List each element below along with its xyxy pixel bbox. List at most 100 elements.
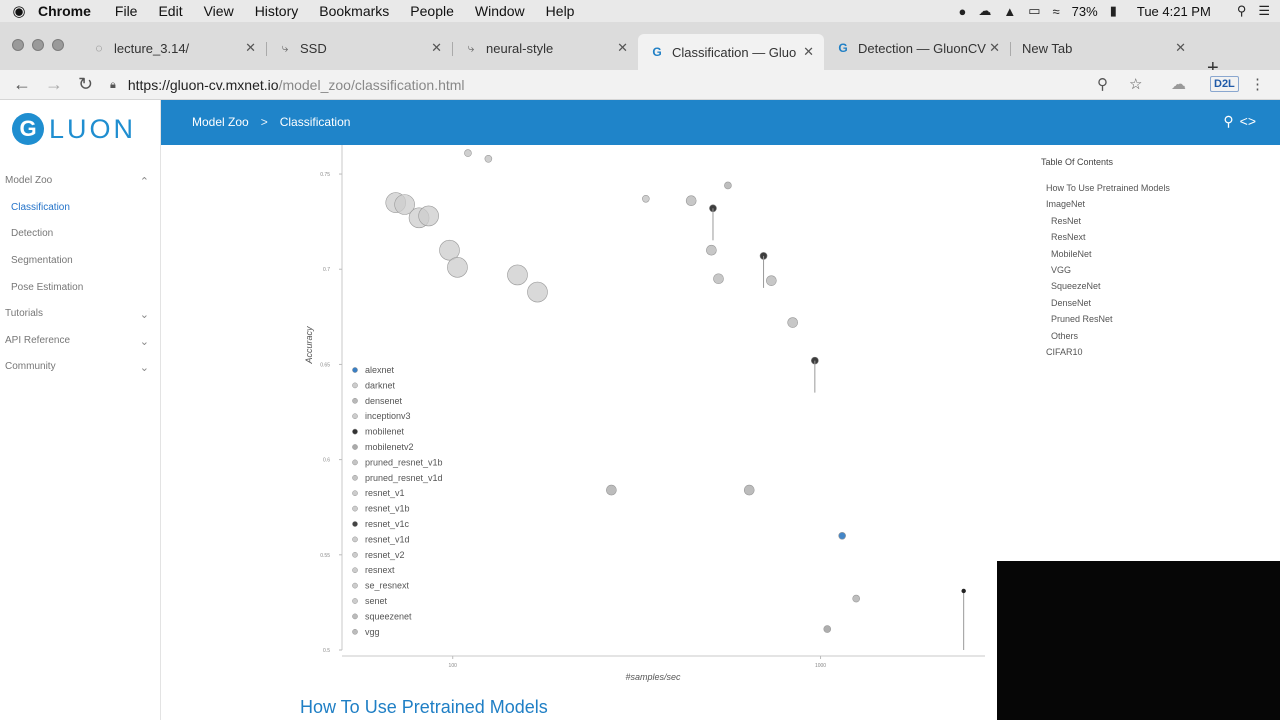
data-point-densenet xyxy=(743,484,755,496)
legend-marker xyxy=(352,567,358,574)
search-icon[interactable]: ⚲ xyxy=(1223,113,1234,129)
breadcrumb-model-zoo[interactable]: Model Zoo xyxy=(192,115,249,129)
new-tab-button[interactable]: + xyxy=(1207,57,1219,79)
legend-marker xyxy=(352,628,358,635)
menu-file[interactable]: File xyxy=(114,3,138,19)
sidebar-item-label: Tutorials xyxy=(5,308,43,319)
eject-icon[interactable]: ▲ xyxy=(1003,3,1017,19)
notification-center-icon[interactable]: ☰ xyxy=(1258,3,1270,18)
chrome-menu-icon[interactable]: ⋮ xyxy=(1250,76,1265,93)
menu-history[interactable]: History xyxy=(254,3,299,19)
tab-new-tab[interactable]: New Tab ✕ xyxy=(1010,34,1196,62)
tab-detection[interactable]: G Detection — GluonCV ✕ xyxy=(824,34,1010,62)
zoom-icon[interactable]: ⚲ xyxy=(1097,76,1108,93)
tab-lecture[interactable]: ◌ lecture_3.14/ ✕ xyxy=(80,34,266,62)
chevron-down-icon[interactable]: ⌄ xyxy=(139,336,149,348)
toc-link[interactable]: SqueezeNet xyxy=(1051,281,1101,292)
legend-label: se_resnext xyxy=(365,581,410,591)
data-point-pruned_resnet_v1b xyxy=(787,317,798,328)
menu-view[interactable]: View xyxy=(203,3,234,19)
toc-link[interactable]: Others xyxy=(1051,330,1079,341)
toc-link[interactable]: ImageNet xyxy=(1046,199,1086,210)
legend-marker xyxy=(352,521,358,527)
tab-ssd[interactable]: ⤷ SSD ✕ xyxy=(266,34,452,62)
battery-percent[interactable]: 73% xyxy=(1071,3,1098,19)
menu-window[interactable]: Window xyxy=(474,3,525,19)
close-tab-icon[interactable]: ✕ xyxy=(617,40,628,55)
apple-icon[interactable]: ◉ xyxy=(12,3,26,20)
airplay-icon[interactable]: ▭ xyxy=(1028,3,1041,18)
toc-link[interactable]: DenseNet xyxy=(1051,297,1092,308)
chevron-up-icon[interactable]: ⌃ xyxy=(139,176,149,188)
data-point-squeezenet xyxy=(852,594,860,603)
close-tab-icon[interactable]: ✕ xyxy=(245,40,256,55)
sidebar-item-pose-estimation[interactable]: Pose Estimation xyxy=(11,282,161,293)
sidebar-item-label: Classification xyxy=(11,202,70,213)
code-icon[interactable]: <> xyxy=(1239,113,1256,129)
toc-link[interactable]: MobileNet xyxy=(1051,248,1092,259)
wifi-icon[interactable]: ≈ xyxy=(1052,3,1060,19)
toc-link[interactable]: ResNext xyxy=(1051,232,1086,243)
sidebar-item-segmentation[interactable]: Segmentation xyxy=(11,255,161,266)
toc-link[interactable]: ResNet xyxy=(1051,215,1082,226)
data-point-alexnet xyxy=(838,531,846,540)
battery-icon[interactable]: ▮ xyxy=(1109,3,1117,18)
close-window-icon[interactable] xyxy=(12,39,24,51)
legend-label: resnet_v1c xyxy=(365,519,410,529)
sidebar-item-tutorials[interactable]: Tutorials ⌄ xyxy=(5,308,155,321)
menu-edit[interactable]: Edit xyxy=(158,3,183,19)
spotlight-icon[interactable]: ⚲ xyxy=(1236,3,1247,18)
close-tab-icon[interactable]: ✕ xyxy=(989,40,1000,55)
toc-link[interactable]: CIFAR10 xyxy=(1046,347,1083,357)
status-icon[interactable]: ● xyxy=(958,3,967,19)
toc-link[interactable]: VGG xyxy=(1051,265,1072,275)
tab-neural-style[interactable]: ⤷ neural-style ✕ xyxy=(452,34,638,62)
minimize-window-icon[interactable] xyxy=(32,39,44,51)
legend-marker xyxy=(352,444,358,450)
extension-icon[interactable]: ☁ xyxy=(1171,76,1186,93)
cloud-upload-icon[interactable]: ☁ xyxy=(978,3,992,18)
zoom-window-icon[interactable] xyxy=(52,39,64,51)
menu-chrome[interactable]: Chrome xyxy=(38,3,91,19)
chart-legend: alexnet darknet densenet inceptionv3 mobilen… xyxy=(352,365,443,637)
table-of-contents: Table Of Contents How To Use Pretrained … xyxy=(1041,157,1170,357)
sidebar-item-classification[interactable]: Classification xyxy=(11,202,161,213)
close-tab-icon[interactable]: ✕ xyxy=(431,40,442,55)
back-arrow-icon[interactable]: ← xyxy=(13,74,31,94)
legend-marker xyxy=(352,459,358,466)
chevron-down-icon[interactable]: ⌄ xyxy=(139,309,149,321)
lock-icon[interactable]: 🔒︎ xyxy=(110,78,116,91)
url-path: /model_zoo/classification.html xyxy=(278,77,465,93)
bookmark-star-icon[interactable]: ☆ xyxy=(1129,76,1143,93)
reload-icon[interactable]: ↻ xyxy=(78,74,94,94)
sidebar-item-api-reference[interactable]: API Reference ⌄ xyxy=(5,335,155,348)
chevron-down-icon[interactable]: ⌄ xyxy=(139,362,149,374)
sidebar-item-community[interactable]: Community ⌄ xyxy=(5,361,155,374)
menu-bookmarks[interactable]: Bookmarks xyxy=(319,3,390,19)
close-tab-icon[interactable]: ✕ xyxy=(1175,40,1186,55)
data-point-inceptionv3 xyxy=(642,194,650,203)
tab-title: Detection — GluonCV xyxy=(858,40,986,56)
close-tab-icon[interactable]: ✕ xyxy=(803,44,814,59)
clock[interactable]: Tue 4:21 PM xyxy=(1136,3,1211,19)
data-point-resnet_v1d xyxy=(507,264,528,286)
toc-link[interactable]: Pruned ResNet xyxy=(1051,314,1113,325)
sidebar-item-detection[interactable]: Detection xyxy=(11,228,161,239)
toc-link[interactable]: How To Use Pretrained Models xyxy=(1046,183,1170,193)
legend-marker xyxy=(352,490,358,497)
d2l-extension-button[interactable]: D2L xyxy=(1210,76,1239,92)
menu-help[interactable]: Help xyxy=(545,3,575,19)
legend-marker xyxy=(352,474,358,481)
breadcrumb-classification[interactable]: Classification xyxy=(279,115,351,129)
address-bar[interactable]: 🔒︎ https://gluon-cv.mxnet.io/model_zoo/c… xyxy=(110,73,1170,97)
legend-label: resnet_v2 xyxy=(365,550,405,560)
sidebar-item-model-zoo[interactable]: Model Zoo ⌃ xyxy=(5,175,155,188)
legend-label: resnet_v1b xyxy=(365,504,410,514)
legend-marker xyxy=(352,367,358,373)
legend-label: densenet xyxy=(365,396,403,406)
gluon-logo[interactable]: G LUON xyxy=(12,113,136,145)
tab-classification[interactable]: G Classification — Gluo ✕ xyxy=(638,34,824,70)
data-point-mobilenetv2 xyxy=(823,625,832,633)
menu-people[interactable]: People xyxy=(410,3,454,19)
forward-arrow-icon[interactable]: → xyxy=(45,74,63,94)
